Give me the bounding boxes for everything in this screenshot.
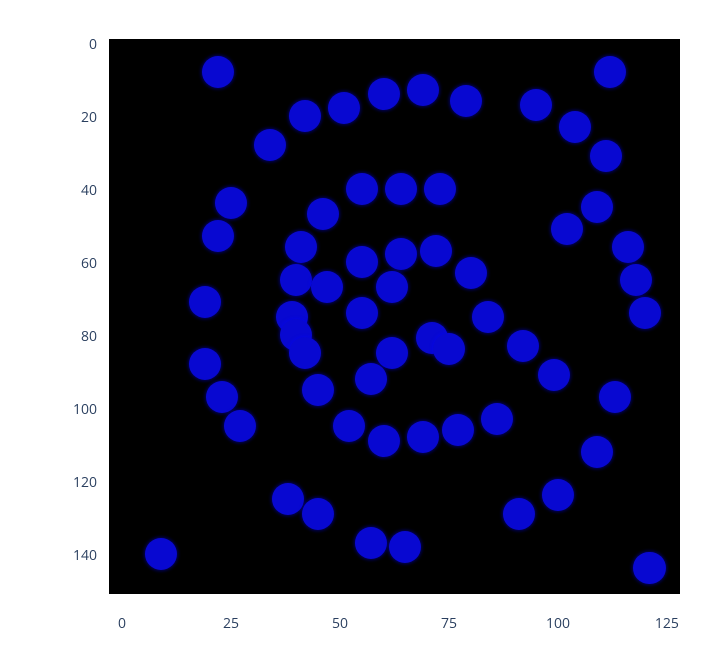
scatter-point: [551, 213, 583, 245]
scatter-point: [376, 337, 408, 369]
scatter-point: [581, 436, 613, 468]
scatter-point: [420, 235, 452, 267]
scatter-point: [481, 403, 513, 435]
scatter-point: [302, 498, 334, 530]
scatter-point: [424, 173, 456, 205]
scatter-point: [407, 421, 439, 453]
scatter-point: [520, 89, 552, 121]
scatter-point: [385, 238, 417, 270]
scatter-point: [376, 271, 408, 303]
scatter-point: [224, 410, 256, 442]
scatter-point: [450, 85, 482, 117]
scatter-point: [285, 231, 317, 263]
scatter-point: [612, 231, 644, 263]
x-tick-label: 125: [647, 614, 687, 633]
y-tick-label: 100: [73, 400, 97, 419]
scatter-point: [368, 425, 400, 457]
scatter-point: [215, 187, 247, 219]
scatter-point: [145, 538, 177, 570]
scatter-point: [590, 140, 622, 172]
scatter-point: [355, 527, 387, 559]
scatter-point: [302, 374, 334, 406]
scatter-point: [620, 264, 652, 296]
scatter-point: [280, 264, 312, 296]
scatter-point: [389, 531, 421, 563]
scatter-point: [455, 257, 487, 289]
scatter-point: [407, 74, 439, 106]
scatter-point: [629, 297, 661, 329]
x-tick-label: 100: [538, 614, 578, 633]
y-tick-label: 140: [73, 546, 97, 565]
plot-area: [109, 39, 680, 594]
scatter-point: [633, 552, 665, 584]
scatter-point: [311, 271, 343, 303]
y-tick-label: 40: [81, 181, 97, 200]
scatter-point: [538, 359, 570, 391]
scatter-point: [559, 111, 591, 143]
scatter-point: [189, 286, 221, 318]
scatter-point: [581, 191, 613, 223]
scatter-point: [202, 56, 234, 88]
scatter-point: [385, 173, 417, 205]
scatter-point: [503, 498, 535, 530]
scatter-point: [346, 173, 378, 205]
y-tick-label: 80: [81, 327, 97, 346]
scatter-point: [346, 297, 378, 329]
x-tick-label: 0: [102, 614, 142, 633]
scatter-point: [333, 410, 365, 442]
scatter-point: [307, 198, 339, 230]
y-tick-label: 120: [73, 473, 97, 492]
scatter-point: [433, 333, 465, 365]
x-tick-label: 50: [320, 614, 360, 633]
scatter-point: [355, 363, 387, 395]
scatter-point: [346, 246, 378, 278]
scatter-point: [507, 330, 539, 362]
scatter-point: [289, 337, 321, 369]
y-tick-label: 60: [81, 254, 97, 273]
y-tick-label: 20: [81, 108, 97, 127]
scatter-point: [206, 381, 238, 413]
scatter-point: [594, 56, 626, 88]
scatter-figure: 0 20 40 60 80 100 120 140 0 25 50 75 100 125: [0, 0, 724, 650]
scatter-point: [542, 479, 574, 511]
x-tick-label: 75: [429, 614, 469, 633]
y-tick-label: 0: [89, 35, 97, 54]
scatter-point: [254, 129, 286, 161]
scatter-point: [272, 483, 304, 515]
scatter-point: [202, 220, 234, 252]
scatter-point: [442, 414, 474, 446]
x-tick-label: 25: [211, 614, 251, 633]
scatter-point: [599, 381, 631, 413]
scatter-point: [289, 100, 321, 132]
scatter-point: [368, 78, 400, 110]
scatter-point: [472, 300, 504, 332]
scatter-point: [328, 92, 360, 124]
scatter-point: [189, 348, 221, 380]
